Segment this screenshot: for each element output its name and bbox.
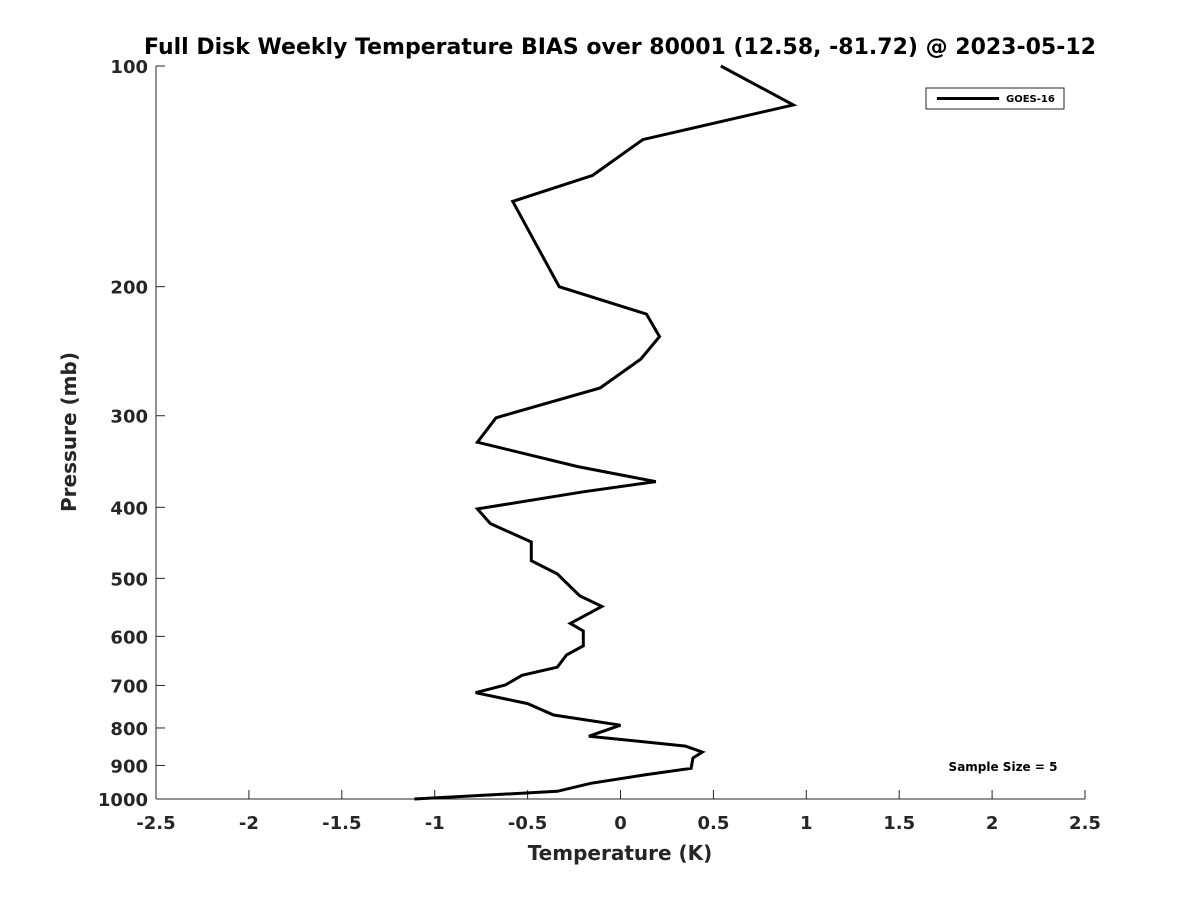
x-axis-ticks: -2.5 -2 -1.5 -1 -0.5 0 0.5 1 1.5 2 2.5: [136, 790, 1101, 834]
sample-size-annotation: Sample Size = 5: [949, 760, 1058, 774]
y-tick-label: 300: [110, 407, 148, 428]
x-tick-label: -2: [239, 813, 259, 834]
y-tick-label: 400: [110, 498, 148, 519]
x-tick-label: -2.5: [136, 813, 175, 834]
x-axis-label: Temperature (K): [528, 841, 713, 865]
x-tick-label: -1: [425, 813, 445, 834]
series-line-goes16: [414, 64, 798, 801]
x-tick-label: 1.5: [883, 813, 915, 834]
y-tick-label: 600: [110, 627, 148, 648]
y-tick-label: 500: [110, 569, 148, 590]
x-tick-label: 2.5: [1069, 813, 1101, 834]
y-axis-label: Pressure (mb): [57, 352, 81, 512]
legend-label-goes16: GOES-16: [1006, 94, 1055, 105]
y-tick-label: 800: [110, 719, 148, 740]
legend: GOES-16: [925, 87, 1065, 110]
x-tick-label: 1: [800, 813, 813, 834]
y-tick-label: 900: [110, 756, 148, 777]
y-tick-label: 100: [110, 57, 148, 78]
x-tick-label: 0: [614, 813, 627, 834]
y-axis-ticks: 100 200 300 400 500 600 700 800 900 1000: [98, 57, 165, 811]
x-tick-label: 2: [986, 813, 999, 834]
chart-title: Full Disk Weekly Temperature BIAS over 8…: [144, 35, 1096, 60]
y-tick-label: 200: [110, 278, 148, 299]
y-tick-label: 700: [110, 676, 148, 697]
x-tick-label: -1.5: [322, 813, 361, 834]
y-tick-label: 1000: [98, 790, 148, 811]
x-tick-label: -0.5: [508, 813, 547, 834]
x-tick-label: 0.5: [697, 813, 729, 834]
